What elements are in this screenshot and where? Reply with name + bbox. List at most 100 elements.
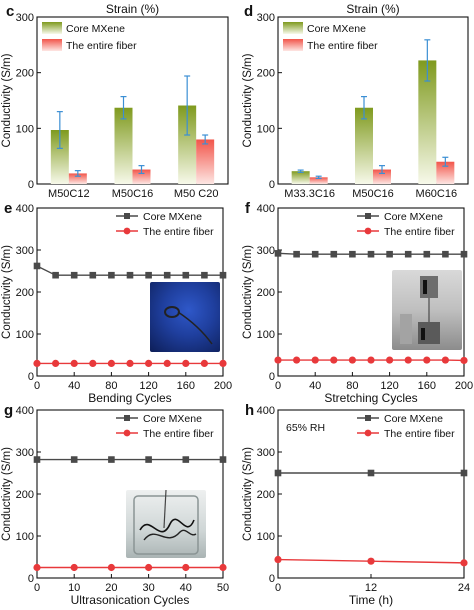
data-point <box>367 356 375 364</box>
data-point <box>89 271 97 279</box>
data-point <box>108 271 115 279</box>
legend-label: The entire fiber <box>307 40 378 52</box>
data-point <box>145 359 153 367</box>
y-tick-label: 300 <box>16 12 34 24</box>
legend-label: Core MXene <box>307 23 366 35</box>
data-point <box>274 356 282 364</box>
data-point <box>386 250 393 258</box>
x-tick-label: 200 <box>214 380 232 392</box>
y-axis-label: Conductivity (S/m) <box>242 447 254 541</box>
beaker-with-fibers-photo <box>126 490 206 558</box>
chart-title: Strain (%) <box>106 2 159 16</box>
data-point <box>219 359 227 367</box>
data-point <box>70 359 78 367</box>
legend-label: Core MXene <box>384 413 443 425</box>
x-tick-label: 0 <box>34 380 40 392</box>
bar <box>178 105 197 184</box>
x-tick-label: 24 <box>458 582 470 594</box>
y-tick-label: 200 <box>257 287 275 299</box>
data-point <box>182 271 190 279</box>
data-point <box>367 557 375 565</box>
x-tick-label: 12 <box>365 582 377 594</box>
x-tick-label: 120 <box>139 380 157 392</box>
y-tick-label: 400 <box>257 405 275 417</box>
bar <box>355 107 373 184</box>
y-tick-label: 100 <box>16 329 34 341</box>
chart-title: Strain (%) <box>346 2 399 16</box>
data-point <box>311 356 319 364</box>
x-axis-label: Stretching Cycles <box>324 391 417 405</box>
data-point <box>423 250 431 258</box>
y-tick-label: 100 <box>257 531 275 543</box>
panel-h: h 0 100 200 300 400 Conductivity (S/m) 0 12 24 Tim… <box>242 402 470 607</box>
legend-marker <box>365 213 371 219</box>
y-tick-label: 200 <box>16 287 34 299</box>
y-tick-label: 0 <box>28 179 34 191</box>
panel-d: d 0 100 200 300 Conductivity (S/m) Strain (%) M… <box>242 2 469 200</box>
y-axis-label: Conductivity (S/m) <box>1 245 13 339</box>
data-point <box>460 559 468 567</box>
data-point <box>219 456 227 463</box>
data-point <box>70 456 78 463</box>
legend-marker <box>364 429 372 437</box>
panel-letter: c <box>6 3 14 20</box>
x-tick-label: M33.3C16 <box>284 188 335 200</box>
data-point <box>330 250 338 258</box>
legend-marker <box>365 415 371 421</box>
data-point <box>89 359 97 367</box>
data-point <box>404 250 412 258</box>
panel-c: c 0 100 200 300 Conductivity (S/m) Strain (%) M… <box>1 2 229 200</box>
data-point <box>182 359 190 367</box>
data-point <box>404 356 412 364</box>
bar <box>132 169 151 184</box>
y-tick-label: 400 <box>257 203 275 215</box>
y-tick-label: 0 <box>269 179 275 191</box>
x-tick-label: M50C12 <box>48 188 90 200</box>
y-tick-label: 200 <box>257 68 275 80</box>
data-point <box>386 356 394 364</box>
data-point <box>219 563 227 572</box>
legend-swatch <box>42 22 62 34</box>
data-point <box>460 250 468 258</box>
legend-marker <box>364 227 372 235</box>
data-point <box>182 456 190 463</box>
data-point <box>274 469 282 477</box>
panel-letter: f <box>245 200 251 217</box>
bar <box>50 130 69 184</box>
x-tick-label: 40 <box>180 582 192 594</box>
data-point <box>330 356 338 364</box>
x-tick-label: 120 <box>380 380 398 392</box>
data-point <box>145 456 152 463</box>
x-tick-label: 80 <box>105 380 117 392</box>
panel-letter: d <box>244 3 253 20</box>
data-point <box>33 359 41 367</box>
x-tick-label: 0 <box>34 582 40 594</box>
x-tick-label: 50 <box>217 582 229 594</box>
y-axis-label: Conductivity (S/m) <box>1 447 13 541</box>
y-tick-label: 0 <box>28 573 34 585</box>
panel-f: f 0 100 200 300 400 Conductivity (S/m) 0 40 80 120… <box>242 200 473 405</box>
data-point <box>163 359 171 367</box>
data-point <box>311 250 319 258</box>
y-tick-label: 400 <box>16 203 34 215</box>
y-tick-label: 200 <box>257 489 275 501</box>
legend-swatch <box>283 39 303 51</box>
annotation: 65% RH <box>286 422 325 434</box>
x-tick-label: 40 <box>68 380 80 392</box>
data-point <box>274 250 282 257</box>
legend-swatch <box>283 22 303 34</box>
bar <box>114 107 133 184</box>
data-point <box>126 271 134 279</box>
y-tick-label: 300 <box>16 245 34 257</box>
data-point <box>107 563 115 572</box>
x-axis-label: Ultrasonication Cycles <box>71 593 190 607</box>
data-point <box>441 356 449 364</box>
data-point <box>145 563 153 572</box>
legend-label: Core MXene <box>66 23 125 35</box>
x-tick-label: 160 <box>177 380 195 392</box>
bar <box>68 173 87 184</box>
data-point <box>293 356 301 364</box>
legend-marker <box>123 429 131 437</box>
data-point <box>145 271 152 279</box>
tensile-tester-photo <box>392 270 462 350</box>
